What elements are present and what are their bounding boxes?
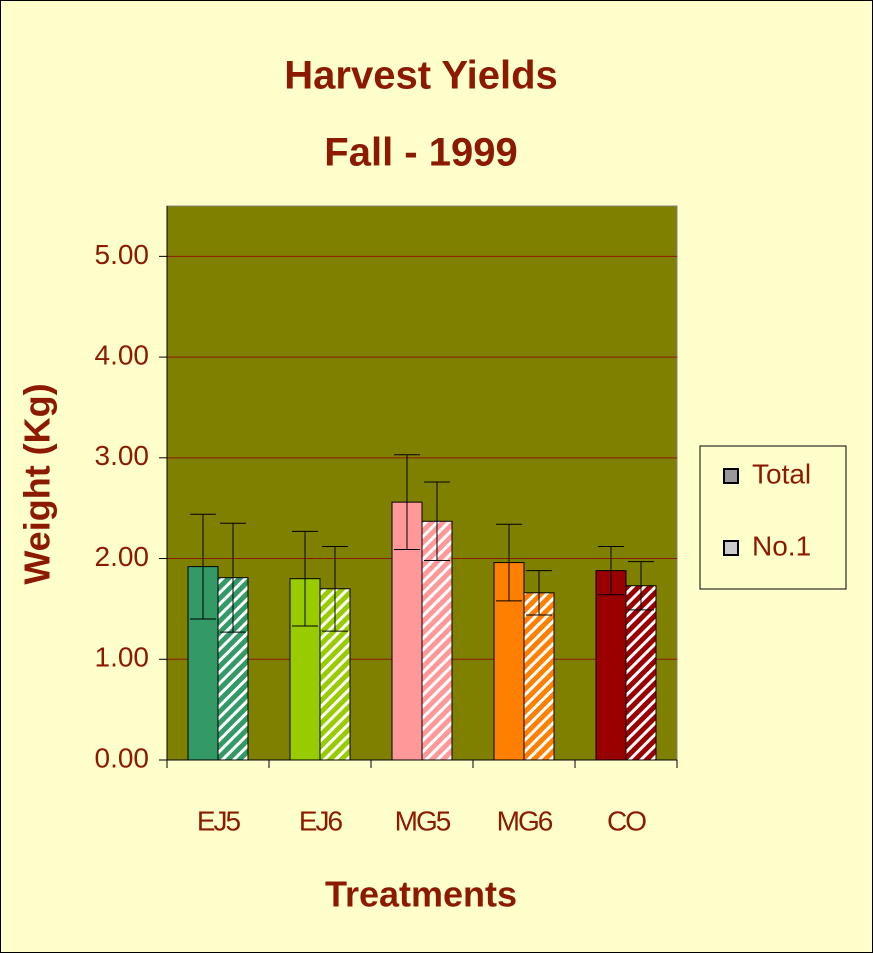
error-bar	[598, 545, 624, 596]
y-tick-label: 4.00	[95, 339, 150, 370]
x-axis-label: Treatments	[325, 874, 517, 915]
x-tick-label: EJ5	[197, 805, 241, 836]
bar	[523, 592, 555, 761]
legend-label: No.1	[752, 530, 811, 561]
x-tick-label: EJ6	[299, 805, 343, 836]
chart-subtitle: Fall - 1999	[324, 131, 517, 175]
x-tick-label: MG5	[395, 805, 451, 836]
error-bar	[190, 513, 216, 620]
y-tick-label: 2.00	[95, 541, 150, 572]
bar	[595, 570, 627, 761]
x-tick-label: CO	[607, 805, 646, 836]
error-bar	[220, 522, 246, 633]
error-bar	[628, 561, 654, 611]
bar	[625, 585, 657, 761]
y-tick-label: 5.00	[95, 239, 150, 270]
error-bar	[424, 481, 450, 562]
y-tick-label: 1.00	[95, 642, 150, 673]
error-bar	[322, 545, 348, 632]
error-bar	[394, 454, 420, 550]
y-tick-label: 0.00	[95, 742, 150, 773]
legend-swatch	[723, 540, 739, 556]
y-tick-label: 3.00	[95, 440, 150, 471]
error-bar	[292, 530, 318, 627]
y-axis-label: Weight (Kg)	[17, 383, 58, 584]
error-bar	[496, 523, 522, 602]
chart-title: Harvest Yields	[284, 54, 558, 98]
legend-swatch	[723, 468, 739, 484]
x-tick-label: MG6	[497, 805, 553, 836]
error-bar	[526, 570, 552, 616]
legend-label: Total	[752, 458, 811, 489]
